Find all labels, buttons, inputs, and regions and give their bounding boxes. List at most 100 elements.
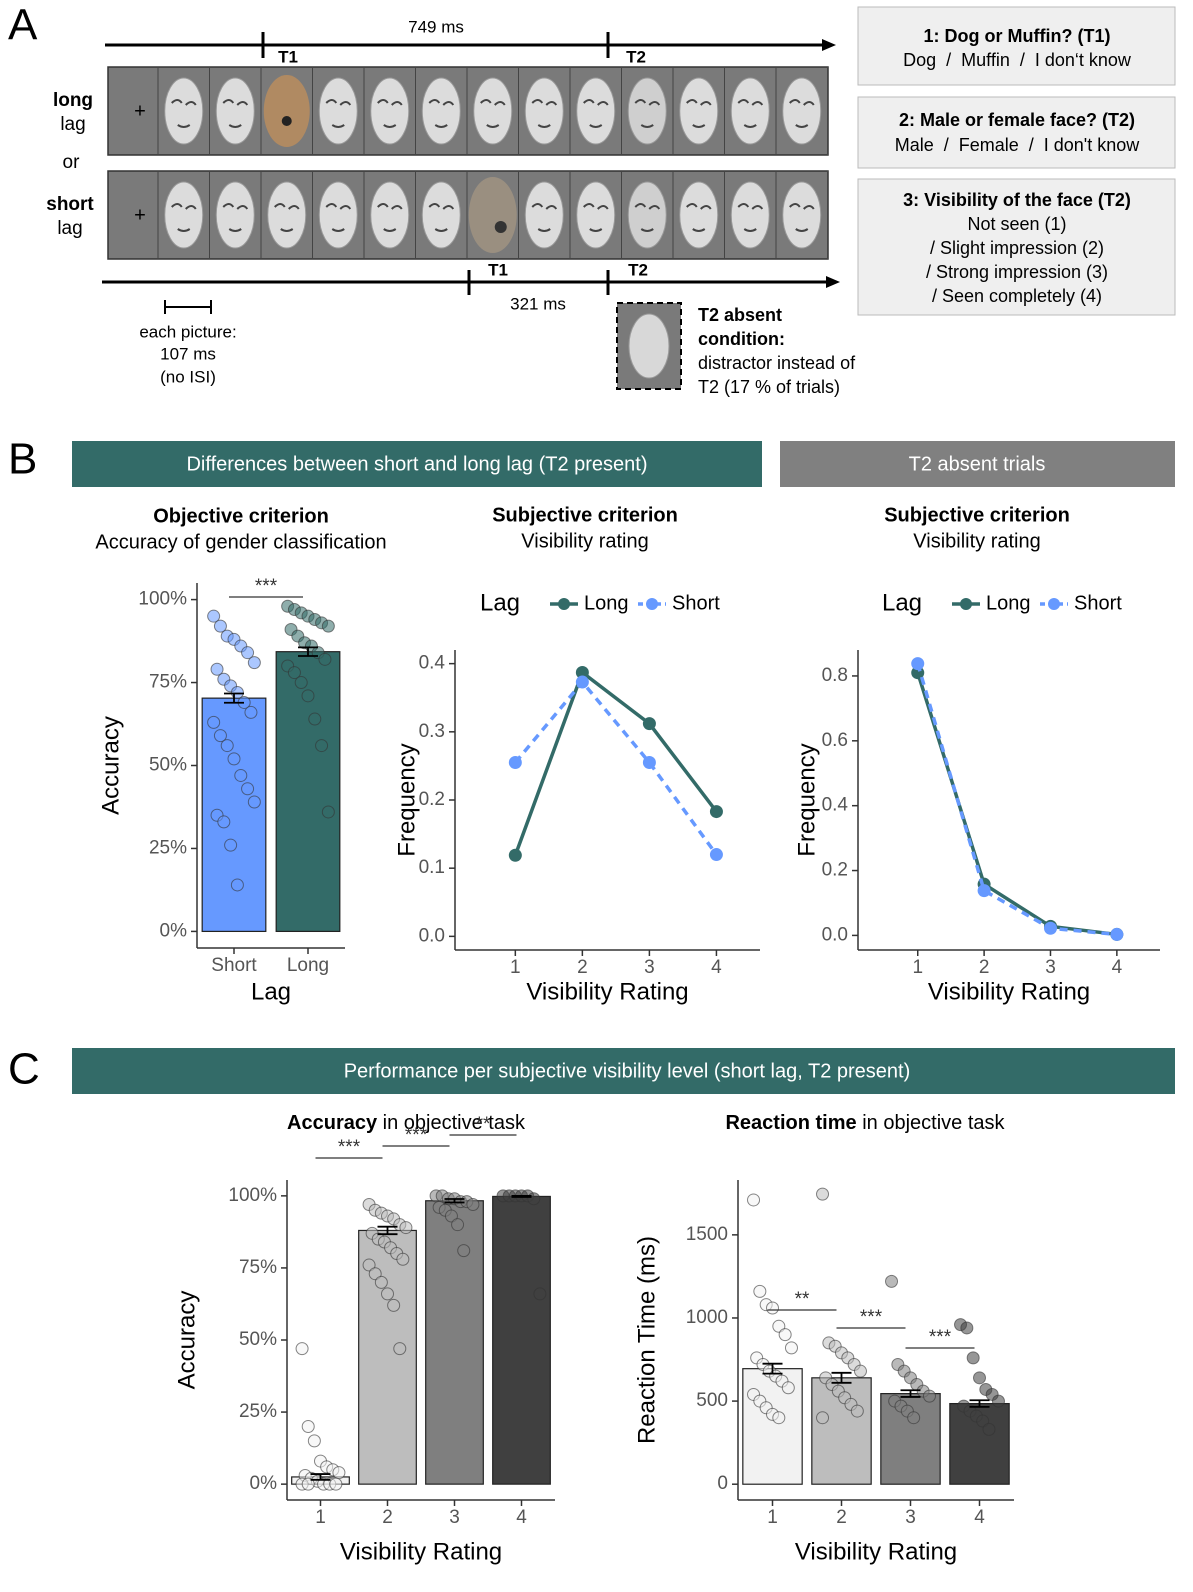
legend-label: Long [584,592,629,614]
question-box [858,7,1175,85]
chart-title-rest: in objective task [857,1112,1006,1134]
face [628,182,666,248]
y-tick-label: 0% [250,1473,278,1494]
y-tick-label: 0% [160,920,188,941]
x-tick-label: 1 [315,1507,326,1528]
chart-subtitle: Visibility rating [913,530,1040,552]
question-title: 2: Male or female face? (T2) [899,110,1135,130]
chart-subtitle: Accuracy of gender classification [95,531,386,553]
note: T2 (17 % of trials) [698,377,840,397]
bar [426,1201,484,1484]
data-point [245,706,257,718]
legend-marker [558,598,570,610]
data-point [400,1222,412,1234]
panel-label: C [8,1045,40,1094]
chart-title: Subjective criterion [884,504,1070,526]
t2-label: T2 [626,47,646,66]
data-point [235,769,247,781]
x-tick-label: 1 [912,957,923,978]
data-point [782,1382,794,1394]
note: each picture: [139,322,236,341]
data-point [221,740,233,752]
data-point [309,713,321,725]
data-point [992,1395,1004,1407]
data-point [961,1322,973,1334]
data-point [779,1329,791,1341]
dog-nose [282,116,292,126]
question-title: 3: Visibility of the face (T2) [903,190,1131,210]
banner-text: Differences between short and long lag (… [186,453,647,475]
data-point [710,805,723,818]
x-axis-title: Visibility Rating [795,1538,957,1565]
condition-label: short [46,194,94,215]
t1-label: T1 [488,260,508,279]
x-tick-label: 2 [382,1507,393,1528]
question-option: Male / Female / I don't know [895,135,1141,155]
or-label: or [63,152,81,173]
data-point [528,1193,540,1205]
y-tick-label: 25% [239,1401,277,1422]
data-point [242,783,254,795]
y-axis-title: Frequency [793,743,820,856]
face [731,182,769,248]
face [474,78,512,144]
data-point [218,816,230,828]
data-point [911,657,924,670]
y-axis-title: Accuracy [97,716,124,815]
muffin-image [469,177,517,253]
y-tick-label: 100% [138,589,187,610]
data-point [333,1467,345,1479]
question-option: / Strong impression (3) [926,262,1108,282]
y-axis-title: Frequency [393,743,420,856]
y-tick-label: 25% [149,837,187,858]
face [165,78,203,144]
note: distractor instead of [698,353,856,373]
y-tick-label: 0.4 [822,795,849,816]
legend-title: Lag [480,589,520,616]
duration: 749 ms [408,17,464,36]
significance-label: ** [795,1289,810,1310]
dog-image [264,75,310,147]
data-point [710,848,723,861]
data-point [967,1352,979,1364]
data-point [534,1288,546,1300]
y-tick-label: 1500 [686,1224,728,1245]
x-axis-title: Visibility Rating [928,978,1090,1005]
data-point [908,1412,920,1424]
legend-marker [646,598,658,610]
data-point [322,620,334,632]
x-tick-label: 2 [836,1507,847,1528]
question-option: / Slight impression (2) [930,238,1104,258]
data-point [316,740,328,752]
note: (no ISI) [160,367,216,386]
face [525,78,563,144]
data-point [983,1423,995,1435]
data-point [509,756,522,769]
data-point [397,1253,409,1265]
error-bar [512,1196,532,1197]
data-point [643,717,656,730]
distractor-face [629,314,669,378]
data-point [388,1299,400,1311]
note-title: T2 absent [698,305,782,325]
data-point [467,1199,479,1211]
data-point [978,884,991,897]
face [165,182,203,248]
face [319,78,357,144]
y-tick-label: 0.1 [419,857,445,878]
question-title: 1: Dog or Muffin? (T1) [924,26,1111,46]
x-tick-label: 2 [577,957,588,978]
data-point [817,1188,829,1200]
data-point [308,1435,320,1447]
figure: A B C 749 ms T1 T2 T1 T2 321 ms long lag… [0,0,1193,1592]
y-tick-label: 50% [149,755,187,776]
data-point [382,1288,394,1300]
chart-title: Subjective criterion [492,504,678,526]
face [216,78,254,144]
face [268,182,306,248]
condition-label: lag [57,218,82,239]
panel-label: B [8,435,37,484]
banner-text: T2 absent trials [909,453,1046,475]
data-point [785,1342,797,1354]
face [216,182,254,248]
